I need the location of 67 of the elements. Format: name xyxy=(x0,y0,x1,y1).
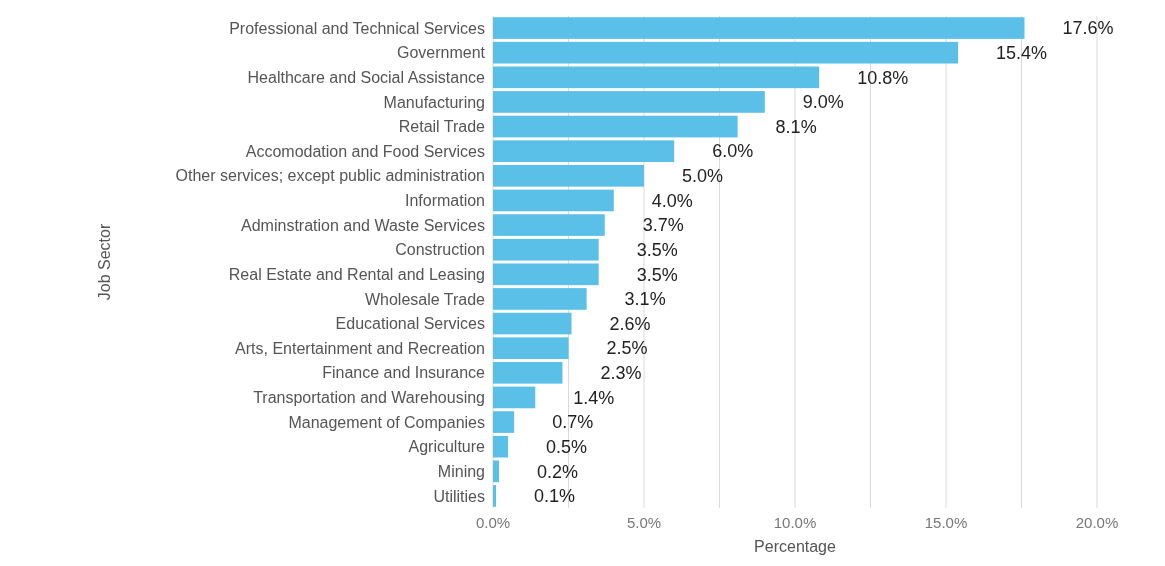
y-tick-label: Agriculture xyxy=(408,438,486,456)
bar xyxy=(493,41,959,64)
data-label: 6.0% xyxy=(712,141,754,162)
data-label: 2.5% xyxy=(606,338,648,359)
bar xyxy=(493,263,599,286)
y-tick-label: Transportation and Warehousing xyxy=(253,389,485,407)
y-tick-label: Adminstration and Waste Services xyxy=(241,216,485,234)
data-label: 3.1% xyxy=(624,289,666,310)
y-tick-label: Manufacturing xyxy=(383,93,485,111)
bar xyxy=(493,189,614,212)
data-label: 0.2% xyxy=(537,461,579,482)
data-label: 15.4% xyxy=(996,42,1048,63)
y-tick-label: Educational Services xyxy=(335,315,485,333)
y-tick-label: Wholesale Trade xyxy=(364,290,486,308)
data-label: 3.7% xyxy=(642,215,684,236)
data-label: 0.1% xyxy=(534,486,576,507)
bar xyxy=(493,485,497,507)
bar xyxy=(493,115,738,138)
x-tick-label: 10.0% xyxy=(773,514,817,531)
y-tick-label: Retail Trade xyxy=(398,118,486,136)
data-label: 3.5% xyxy=(636,264,678,285)
bar xyxy=(493,312,572,335)
y-tick-label: Professional and Technical Services xyxy=(229,19,485,37)
data-label: 8.1% xyxy=(775,116,817,137)
data-label: 2.3% xyxy=(600,363,642,384)
data-label: 0.7% xyxy=(552,412,594,433)
data-label: 3.5% xyxy=(636,239,678,260)
data-label: 2.6% xyxy=(609,313,651,334)
x-axis-title: Percentage xyxy=(754,538,837,555)
y-axis-title: Job Sector xyxy=(96,223,114,301)
data-label: 1.4% xyxy=(573,387,615,408)
y-tick-label: Accomodation and Food Services xyxy=(245,142,485,160)
bar xyxy=(493,361,563,384)
bar xyxy=(493,214,605,236)
bar xyxy=(493,288,587,310)
y-tick-label: Construction xyxy=(395,241,485,259)
y-tick-label: Arts, Entertainment and Recreation xyxy=(235,339,485,357)
y-tick-label: Other services; except public administration xyxy=(175,167,485,185)
y-tick-label: Utilities xyxy=(433,487,485,505)
bar xyxy=(493,386,536,409)
x-tick-label: 20.0% xyxy=(1075,514,1119,531)
y-tick-label: Finance and Insurance xyxy=(322,364,486,382)
bar xyxy=(493,17,1025,39)
x-tick-label: 0.0% xyxy=(475,514,511,531)
y-tick-label: Mining xyxy=(437,462,485,480)
data-label: 10.8% xyxy=(857,67,909,88)
bar xyxy=(493,140,675,163)
y-tick-label: Government xyxy=(396,44,486,62)
x-tick-label: 5.0% xyxy=(626,514,662,531)
data-label: 9.0% xyxy=(802,92,844,113)
y-tick-label: Information xyxy=(404,192,485,210)
y-tick-label: Healthcare and Social Assistance xyxy=(247,68,486,86)
bar xyxy=(493,164,644,187)
bar xyxy=(493,411,515,433)
x-tick-label: 15.0% xyxy=(924,514,968,531)
data-label: 4.0% xyxy=(651,190,693,211)
bar xyxy=(493,66,820,89)
y-tick-label: Management of Companies xyxy=(288,413,485,431)
data-label: 0.5% xyxy=(546,436,588,457)
data-label: 17.6% xyxy=(1062,18,1114,39)
bar xyxy=(493,238,599,261)
y-tick-label: Real Estate and Rental and Leasing xyxy=(228,265,485,283)
bar xyxy=(493,435,509,458)
bar xyxy=(493,91,765,113)
bar xyxy=(493,460,500,483)
bar xyxy=(493,337,569,360)
data-label: 5.0% xyxy=(682,166,724,187)
